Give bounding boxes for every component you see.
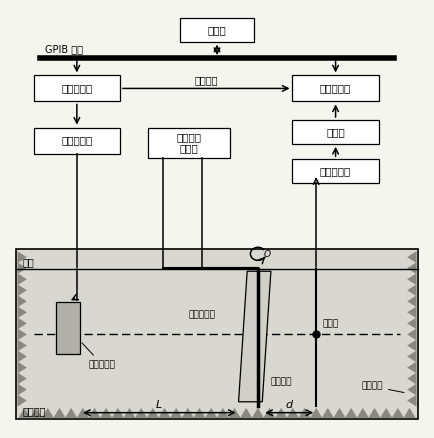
Text: 计算机: 计算机 <box>207 25 227 35</box>
Polygon shape <box>147 408 159 418</box>
Polygon shape <box>194 408 205 418</box>
Polygon shape <box>229 408 240 418</box>
Polygon shape <box>408 329 416 340</box>
Text: 发射换能器: 发射换能器 <box>82 343 115 369</box>
Polygon shape <box>380 408 392 418</box>
Polygon shape <box>18 373 26 384</box>
Polygon shape <box>18 329 26 340</box>
Text: 同步信号: 同步信号 <box>194 75 218 85</box>
Bar <box>56 302 80 354</box>
Polygon shape <box>334 408 345 418</box>
Polygon shape <box>135 408 147 418</box>
Bar <box>293 159 379 183</box>
Polygon shape <box>18 318 26 329</box>
Bar <box>293 120 379 144</box>
Polygon shape <box>89 408 100 418</box>
Polygon shape <box>54 408 65 418</box>
Polygon shape <box>217 408 229 418</box>
Polygon shape <box>18 252 26 263</box>
Text: GPIB 总线: GPIB 总线 <box>45 44 82 54</box>
Polygon shape <box>18 307 26 318</box>
Polygon shape <box>369 408 380 418</box>
Polygon shape <box>264 408 275 418</box>
Text: 待测样品: 待测样品 <box>271 378 293 386</box>
Polygon shape <box>100 408 112 418</box>
Polygon shape <box>408 252 416 263</box>
Polygon shape <box>18 285 26 296</box>
Polygon shape <box>240 408 252 418</box>
Bar <box>293 75 379 102</box>
Polygon shape <box>159 408 170 418</box>
Polygon shape <box>404 408 415 418</box>
Text: 升降旋转
控制台: 升降旋转 控制台 <box>177 132 201 154</box>
Polygon shape <box>408 307 416 318</box>
Polygon shape <box>299 408 310 418</box>
Polygon shape <box>345 408 357 418</box>
Text: 吸声尖劈: 吸声尖劈 <box>362 382 404 392</box>
Polygon shape <box>124 408 135 418</box>
Polygon shape <box>18 384 26 395</box>
Text: O: O <box>263 250 270 259</box>
Bar <box>34 127 120 154</box>
Polygon shape <box>408 384 416 395</box>
Text: 水面: 水面 <box>23 257 35 267</box>
Polygon shape <box>112 408 124 418</box>
Polygon shape <box>287 408 299 418</box>
Polygon shape <box>357 408 369 418</box>
Polygon shape <box>239 271 271 402</box>
Polygon shape <box>18 296 26 307</box>
Polygon shape <box>18 340 26 351</box>
Polygon shape <box>19 408 30 418</box>
Polygon shape <box>65 408 77 418</box>
Polygon shape <box>170 408 182 418</box>
Text: 信号发生器: 信号发生器 <box>61 83 92 93</box>
Polygon shape <box>408 362 416 373</box>
Polygon shape <box>392 408 404 418</box>
Polygon shape <box>77 408 89 418</box>
Text: 功率放大器: 功率放大器 <box>61 136 92 146</box>
Polygon shape <box>408 274 416 285</box>
Bar <box>148 127 230 158</box>
Text: 升降旋转杆: 升降旋转杆 <box>188 310 215 319</box>
Polygon shape <box>408 351 416 362</box>
Polygon shape <box>18 263 26 274</box>
Text: 消声水池: 消声水池 <box>23 406 46 416</box>
Polygon shape <box>18 362 26 373</box>
Polygon shape <box>30 408 42 418</box>
Polygon shape <box>310 408 322 418</box>
Polygon shape <box>252 408 264 418</box>
Polygon shape <box>205 408 217 418</box>
Text: 前置放大器: 前置放大器 <box>320 166 351 176</box>
Polygon shape <box>18 395 26 406</box>
Text: d: d <box>286 400 293 410</box>
Polygon shape <box>42 408 54 418</box>
Polygon shape <box>18 274 26 285</box>
Polygon shape <box>408 373 416 384</box>
Polygon shape <box>408 318 416 329</box>
Polygon shape <box>408 296 416 307</box>
Polygon shape <box>408 340 416 351</box>
Bar <box>181 18 253 42</box>
Text: 水听器: 水听器 <box>322 319 339 328</box>
Polygon shape <box>322 408 334 418</box>
Text: L: L <box>156 400 162 410</box>
Text: 数字示波器: 数字示波器 <box>320 83 351 93</box>
Polygon shape <box>408 285 416 296</box>
Polygon shape <box>275 408 287 418</box>
Text: 滤波器: 滤波器 <box>326 127 345 137</box>
Polygon shape <box>408 395 416 406</box>
Polygon shape <box>18 351 26 362</box>
Bar <box>16 250 418 419</box>
Polygon shape <box>182 408 194 418</box>
Bar <box>34 75 120 102</box>
Polygon shape <box>408 263 416 274</box>
